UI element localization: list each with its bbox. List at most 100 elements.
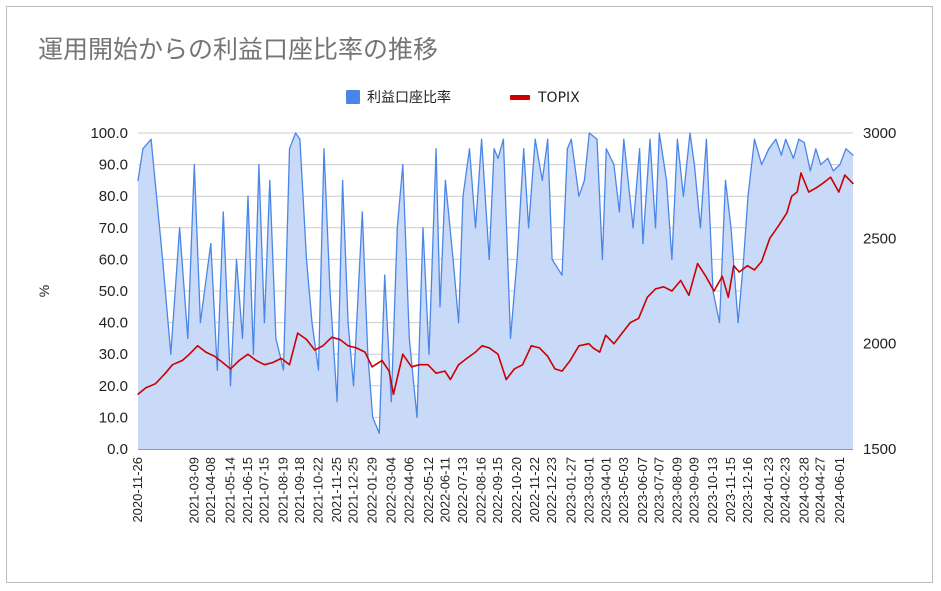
- topix-point: [381, 359, 383, 362]
- ratio-point: [665, 179, 668, 181]
- ratio-point: [654, 227, 657, 229]
- ratio-point: [798, 138, 800, 140]
- ratio-point: [187, 337, 189, 339]
- x-tick-label: 2023-12-16: [740, 457, 755, 524]
- ratio-point: [481, 138, 483, 140]
- topix-point: [392, 393, 395, 395]
- ratio-point: [493, 148, 495, 150]
- ratio-point: [820, 164, 822, 166]
- x-axis: 2020-11-26 2021-03-09 2021-04-08 2021-05-14…: [130, 457, 847, 524]
- topix-point: [288, 364, 291, 366]
- ratio-point: [601, 258, 604, 260]
- ratio-point: [632, 227, 634, 229]
- topix-point: [721, 275, 723, 277]
- ratio-point: [502, 138, 504, 140]
- legend-label-ratio: 利益口座比率: [367, 89, 451, 106]
- ratio-point: [528, 227, 530, 229]
- ratio-point: [785, 138, 787, 140]
- topix-point: [605, 334, 607, 336]
- ratio-point: [551, 258, 553, 260]
- topix-point: [530, 345, 532, 347]
- x-tick-label: 2022-12-23: [544, 457, 559, 524]
- x-tick-label: 2024-03-28: [796, 457, 811, 524]
- x-tick-label: 2022-10-20: [509, 457, 524, 524]
- x-tick-label: 2021-07-15: [256, 457, 271, 524]
- topix-point: [137, 393, 139, 395]
- topix-point: [688, 294, 690, 296]
- x-tick-label: 2023-08-09: [669, 457, 684, 524]
- ratio-point: [724, 179, 727, 181]
- topix-point: [435, 372, 437, 374]
- y-left-tick-label: 70.0: [99, 220, 128, 237]
- ratio-point: [743, 258, 745, 260]
- topix-point: [852, 182, 854, 185]
- ratio-point: [642, 243, 644, 245]
- y-left-tick-label: 50.0: [99, 283, 128, 300]
- ratio-point: [605, 148, 607, 150]
- ratio-point: [761, 164, 763, 166]
- x-tick-label: 2023-05-03: [616, 457, 631, 524]
- topix-point: [222, 361, 224, 364]
- topix-point: [796, 191, 798, 193]
- ratio-point: [676, 138, 679, 140]
- topix-point: [800, 172, 802, 174]
- y-axis-left-label: %: [36, 285, 52, 297]
- topix-point: [247, 353, 249, 355]
- ratio-point: [462, 195, 464, 197]
- ratio-point: [488, 258, 490, 260]
- ratio-point: [547, 138, 549, 140]
- topix-point: [621, 332, 623, 334]
- x-tick-label: 2023-09-09: [686, 457, 701, 524]
- topix-point: [322, 345, 324, 347]
- ratio-point: [329, 290, 331, 292]
- ratio-point: [170, 353, 172, 355]
- topix-point: [629, 321, 631, 324]
- ratio-point: [428, 353, 430, 355]
- ratio-point: [311, 322, 313, 324]
- topix-point: [196, 345, 199, 347]
- ratio-point: [852, 154, 854, 156]
- topix-point: [481, 345, 483, 347]
- topix-point: [696, 262, 699, 265]
- topix-point: [271, 361, 274, 364]
- ratio-point: [402, 164, 404, 166]
- ratio-point: [578, 195, 580, 197]
- ratio-point: [509, 337, 512, 339]
- topix-point: [145, 387, 147, 389]
- y-left-tick-label: 10.0: [99, 409, 128, 426]
- ratio-point: [416, 416, 418, 418]
- topix-point: [791, 195, 793, 197]
- ratio-point: [623, 138, 625, 140]
- ratio-point: [474, 227, 477, 229]
- x-tick-label: 2024-02-23: [778, 457, 793, 524]
- ratio-point: [534, 138, 536, 140]
- ratio-point: [803, 141, 805, 144]
- x-tick-label: 2023-03-01: [581, 457, 596, 524]
- topix-point: [760, 260, 763, 263]
- ratio-point: [775, 138, 777, 140]
- ratio-point: [323, 148, 325, 150]
- ratio-point: [378, 432, 380, 434]
- ratio-point: [682, 195, 685, 197]
- ratio-point: [422, 227, 424, 229]
- ratio-point: [361, 211, 363, 213]
- ratio-point: [845, 148, 847, 150]
- ratio-point: [235, 258, 238, 260]
- ratio-point: [747, 195, 749, 197]
- x-tick-label: 2022-08-16: [474, 457, 489, 524]
- topix-point: [444, 370, 446, 372]
- ratio-point: [372, 416, 374, 418]
- x-tick-label: 2022-07-13: [455, 457, 470, 524]
- y-axis-right: 1500 2000 2500 3000: [863, 125, 896, 458]
- topix-point: [844, 174, 846, 176]
- topix-point: [733, 265, 735, 267]
- chart-title: 運用開始からの利益口座比率の推移: [38, 35, 439, 64]
- topix-point: [497, 353, 499, 355]
- x-tick-label: 2023-01-27: [563, 457, 578, 524]
- ratio-point: [317, 369, 320, 371]
- ratio-area: [137, 132, 854, 449]
- x-tick-label: 2022-03-04: [383, 457, 398, 524]
- ratio-point: [541, 179, 543, 181]
- topix-point: [188, 353, 191, 355]
- ratio-point: [258, 164, 260, 166]
